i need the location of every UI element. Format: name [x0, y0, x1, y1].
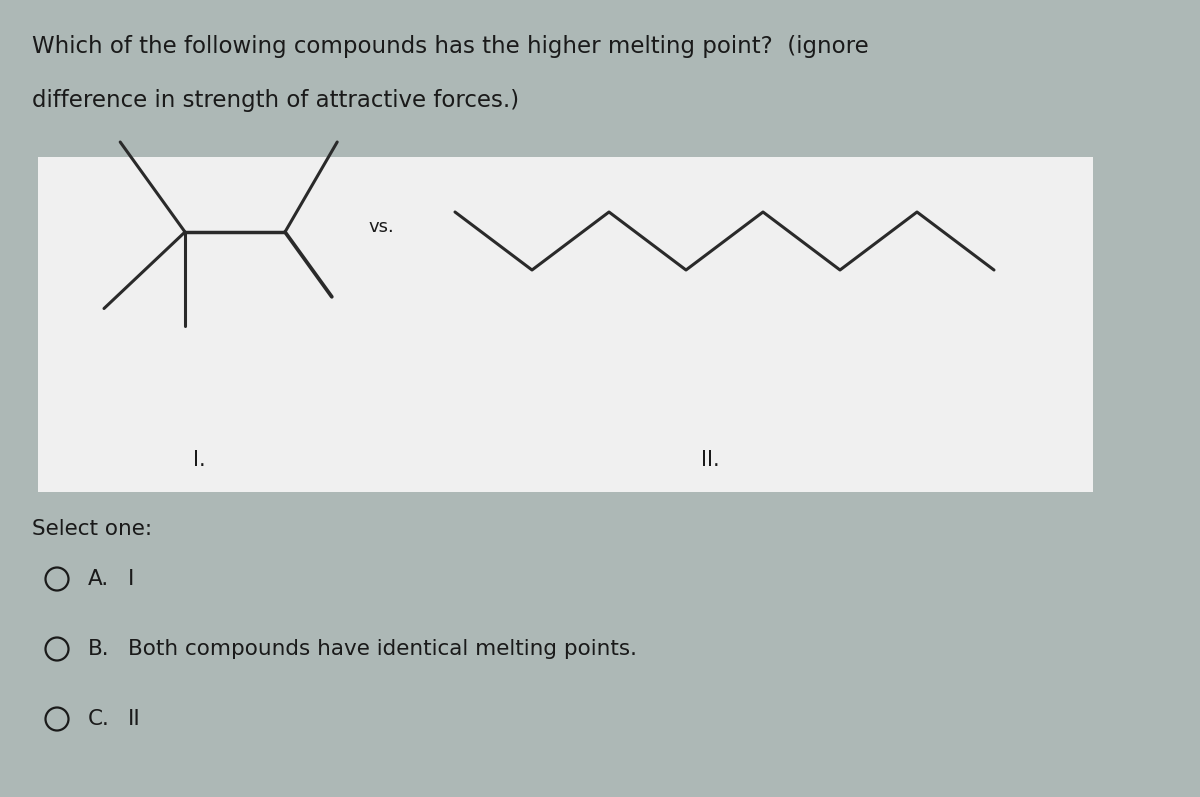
Text: I: I: [128, 569, 134, 589]
Text: A.: A.: [88, 569, 109, 589]
Text: vs.: vs.: [368, 218, 394, 236]
Text: I.: I.: [193, 450, 205, 470]
Text: Both compounds have identical melting points.: Both compounds have identical melting po…: [128, 639, 637, 659]
FancyBboxPatch shape: [38, 157, 1093, 492]
Text: Select one:: Select one:: [32, 519, 152, 539]
Text: Which of the following compounds has the higher melting point?  (ignore: Which of the following compounds has the…: [32, 35, 869, 58]
Text: difference in strength of attractive forces.): difference in strength of attractive for…: [32, 89, 520, 112]
Text: C.: C.: [88, 709, 110, 729]
Text: II: II: [128, 709, 140, 729]
Text: II.: II.: [701, 450, 720, 470]
Text: B.: B.: [88, 639, 109, 659]
